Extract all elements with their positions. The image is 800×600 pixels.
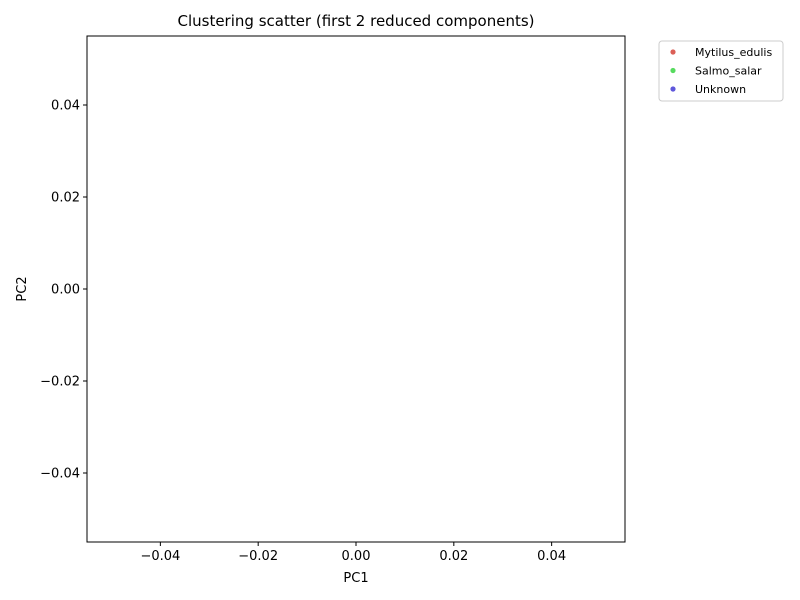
legend: Mytilus_edulis Salmo_salar Unknown [658, 40, 784, 102]
y-tick-label: 0.00 [51, 283, 80, 298]
legend-marker [670, 49, 676, 55]
y-tick-label: 0.02 [51, 191, 80, 206]
legend-label: Mytilus_edulis [695, 46, 772, 59]
y-tick-label: −0.02 [40, 375, 80, 390]
x-axis-label: PC1 [343, 571, 368, 586]
y-axis: −0.04 −0.02 0.00 0.02 0.04 [40, 99, 87, 482]
y-tick-label: 0.04 [51, 99, 80, 114]
x-tick-label: −0.02 [238, 549, 278, 564]
y-axis-label: PC2 [15, 276, 30, 301]
x-tick-label: 0.00 [342, 549, 371, 564]
chart-title: Clustering scatter (first 2 reduced comp… [177, 12, 534, 30]
y-tick-label: −0.04 [40, 467, 80, 482]
legend-label: Unknown [695, 83, 746, 96]
x-tick-label: −0.04 [140, 549, 180, 564]
legend-frame [658, 40, 784, 102]
plot-frame [86, 35, 626, 543]
legend-marker [670, 67, 676, 74]
legend-label: Salmo_salar [695, 65, 762, 78]
legend-marker [670, 86, 676, 92]
x-tick-label: 0.04 [537, 549, 566, 564]
x-tick-label: 0.02 [439, 549, 468, 564]
x-axis: −0.04 −0.02 0.00 0.02 0.04 [140, 542, 566, 564]
